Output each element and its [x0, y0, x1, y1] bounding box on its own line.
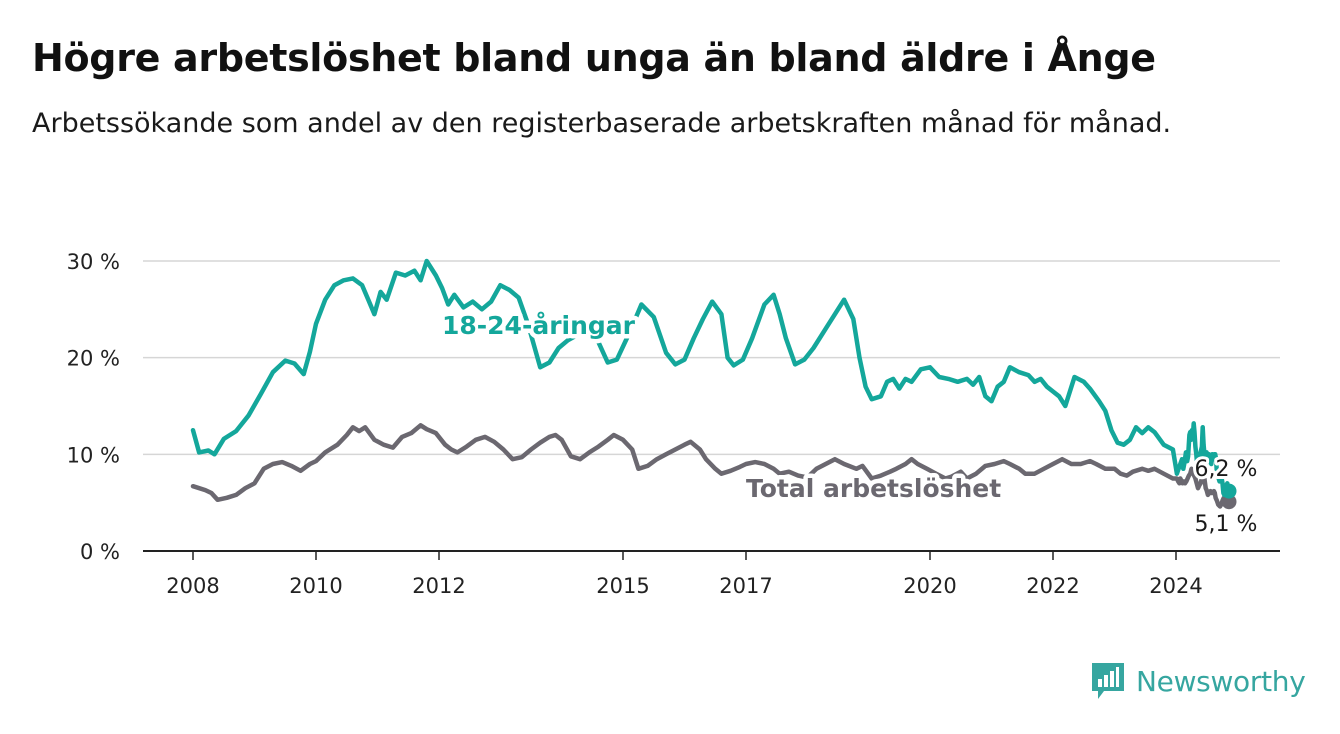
x-tick-label: 2020 — [903, 574, 956, 598]
y-tick-label: 30 % — [67, 250, 120, 274]
x-tick-label: 2012 — [412, 574, 465, 598]
series-end-point — [1221, 494, 1237, 510]
x-tick-label: 2024 — [1149, 574, 1202, 598]
gridlines — [143, 260, 1280, 456]
y-axis: 0 % 10 % 20 % 30 % — [67, 250, 120, 564]
y-tick-label: 10 % — [67, 443, 120, 467]
youth-series-label: 18-24-åringar — [442, 311, 636, 340]
youth-end-label-halo: 6,2 % — [1195, 457, 1258, 482]
x-tick-label: 2008 — [166, 574, 219, 598]
x-tick-label: 2010 — [289, 574, 342, 598]
x-tick-label: 2022 — [1026, 574, 1079, 598]
total-end-label-halo: 5,1 % — [1195, 512, 1258, 537]
x-tick-label: 2017 — [719, 574, 772, 598]
series-lines — [190, 258, 1237, 510]
youth-series-label-halo: 18-24-åringar — [442, 311, 636, 340]
total-series-label: Total arbetslöshet — [746, 474, 1001, 503]
y-tick-label: 0 % — [80, 540, 120, 564]
brand-name: Newsworthy — [1136, 664, 1306, 698]
newsworthy-logo-icon — [1092, 663, 1124, 699]
chart-subtitle: Arbetssökande som andel av den registerb… — [32, 108, 1172, 139]
total-series-label-halo: Total arbetslöshet — [746, 474, 1001, 503]
series-end-point — [1221, 483, 1237, 499]
youth-end-label: 6,2 % — [1195, 457, 1258, 482]
total-end-label: 5,1 % — [1195, 512, 1258, 537]
series-line-youth — [190, 258, 1232, 498]
x-tick-label: 2015 — [596, 574, 649, 598]
newsworthy-brand[interactable]: Newsworthy — [1090, 661, 1306, 701]
y-tick-label: 20 % — [67, 347, 120, 371]
series-line-total — [190, 423, 1232, 509]
chart-title: Högre arbetslöshet bland unga än bland ä… — [32, 36, 1156, 80]
x-axis: 2008 2010 2012 2015 2017 2020 2022 2024 — [143, 550, 1280, 598]
